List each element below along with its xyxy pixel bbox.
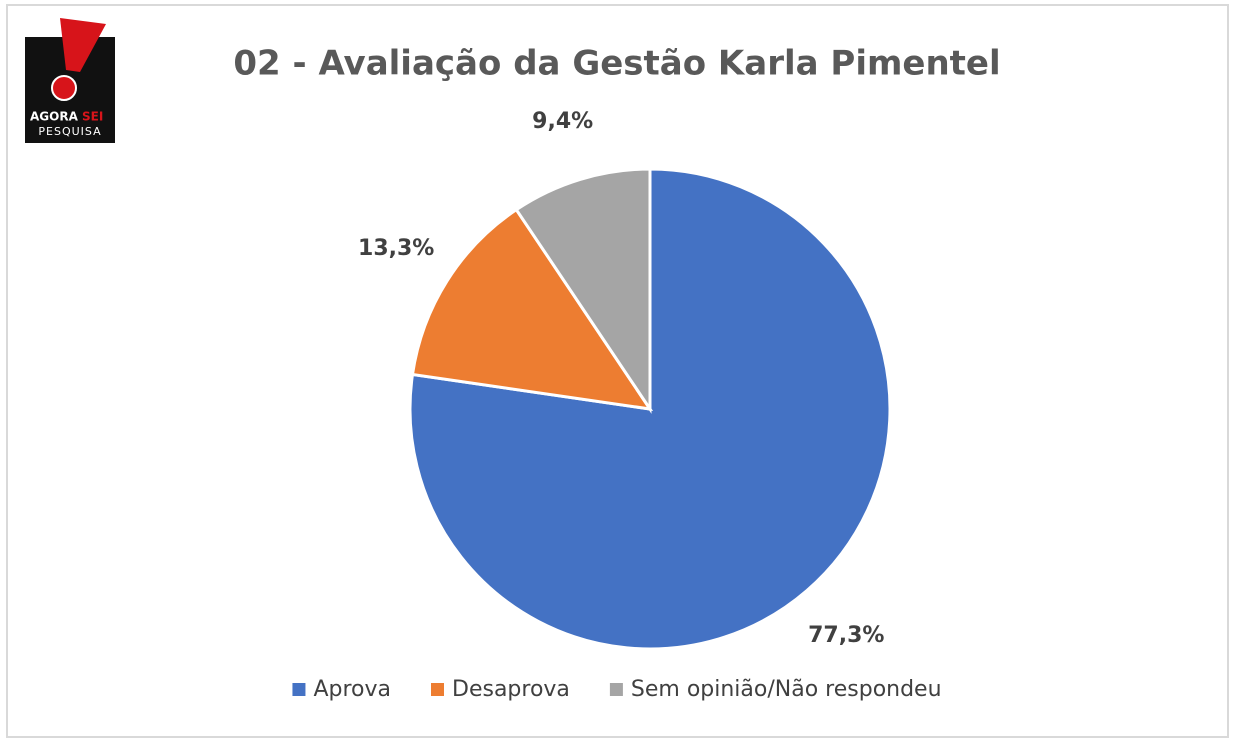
legend-label: Sem opinião/Não respondeu xyxy=(631,677,942,702)
legend-swatch xyxy=(431,683,444,696)
data-label: 13,3% xyxy=(358,236,434,261)
legend-label: Aprova xyxy=(313,677,391,702)
data-label: 9,4% xyxy=(532,109,593,134)
logo-dot xyxy=(51,75,77,101)
legend: Aprova Desaprova Sem opinião/Não respondeu xyxy=(292,677,942,702)
logo: AGORA SEI PESQUISA xyxy=(25,18,115,143)
logo-brand: AGORA xyxy=(30,110,79,124)
pie-slice xyxy=(514,167,652,414)
logo-mark xyxy=(60,18,106,72)
logo-subtitle: PESQUISA xyxy=(38,125,101,138)
legend-swatch xyxy=(609,683,623,696)
legend-label: Desaprova xyxy=(452,677,570,702)
chart-title: 02 - Avaliação da Gestão Karla Pimentel xyxy=(233,44,1000,84)
pie-slice xyxy=(410,207,654,411)
legend-swatch xyxy=(292,683,306,696)
data-label: 77,3% xyxy=(808,623,884,648)
pie-slice xyxy=(408,167,892,651)
logo-brand-accent: SEI xyxy=(82,110,103,124)
